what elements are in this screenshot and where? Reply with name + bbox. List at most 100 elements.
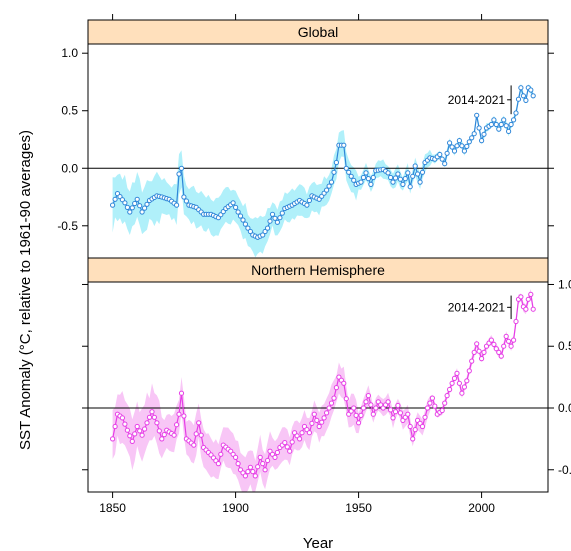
data-point xyxy=(183,198,189,204)
data-point xyxy=(454,370,460,376)
data-point xyxy=(368,402,374,408)
data-point xyxy=(459,390,465,396)
data-point xyxy=(122,200,128,206)
data-point xyxy=(351,177,357,183)
data-point xyxy=(442,400,448,406)
x-tick-label: 1850 xyxy=(99,501,126,515)
data-point xyxy=(247,464,253,470)
data-point xyxy=(444,150,450,156)
data-point xyxy=(437,151,443,158)
data-point xyxy=(309,420,315,426)
data-point xyxy=(304,202,310,208)
data-point xyxy=(503,123,509,129)
x-tick-label: 2000 xyxy=(468,501,495,515)
data-point xyxy=(171,432,177,438)
data-point xyxy=(385,170,391,176)
strip-header xyxy=(87,19,549,45)
data-point xyxy=(493,346,499,352)
data-point xyxy=(262,467,268,473)
data-point xyxy=(447,386,453,393)
data-point xyxy=(424,405,431,411)
data-point xyxy=(508,343,514,349)
data-point xyxy=(388,174,394,181)
data-point xyxy=(233,454,239,460)
data-point xyxy=(181,194,187,200)
data-point xyxy=(242,473,248,479)
data-point xyxy=(314,417,320,423)
data-point xyxy=(161,432,167,438)
data-point xyxy=(324,187,330,193)
data-point xyxy=(316,423,322,430)
data-point xyxy=(363,399,369,405)
x-axis-title: Year xyxy=(303,535,333,551)
y-tick-label: 1.0 xyxy=(558,277,571,291)
data-point xyxy=(390,179,396,185)
data-point xyxy=(159,436,165,442)
panel-border xyxy=(87,43,549,259)
data-point xyxy=(390,415,396,421)
data-point xyxy=(397,176,403,182)
data-point xyxy=(496,126,502,132)
data-point xyxy=(240,217,246,223)
data-point xyxy=(515,96,522,102)
data-point xyxy=(461,148,467,154)
data-point xyxy=(528,87,534,93)
data-point xyxy=(510,117,517,123)
data-point xyxy=(392,175,399,181)
data-point xyxy=(407,423,413,430)
data-point xyxy=(397,410,403,416)
data-point xyxy=(449,144,455,150)
plot-area xyxy=(88,83,548,258)
data-point xyxy=(151,414,157,420)
data-point xyxy=(523,306,529,312)
data-point xyxy=(363,170,369,176)
data-point xyxy=(230,200,236,206)
uncertainty-band xyxy=(112,289,534,492)
data-point xyxy=(508,121,514,128)
data-point xyxy=(395,171,401,177)
data-point xyxy=(410,436,416,442)
data-point xyxy=(454,143,460,149)
data-point xyxy=(242,221,248,227)
data-point xyxy=(174,202,180,208)
data-point xyxy=(245,225,251,231)
x-tick-label: 1950 xyxy=(345,501,372,515)
y-tick-label: 0.0 xyxy=(61,161,78,175)
data-point xyxy=(358,412,364,418)
data-point xyxy=(439,407,445,414)
data-point xyxy=(321,415,327,421)
data-point xyxy=(252,473,258,479)
data-point xyxy=(299,430,305,436)
data-point xyxy=(358,179,364,185)
data-point xyxy=(282,440,288,446)
data-point xyxy=(247,228,253,235)
data-point xyxy=(488,121,494,128)
annotation-label: 2014-2021 xyxy=(448,300,506,314)
data-point xyxy=(518,85,524,91)
panel-global: Global -0.5 0.0 0.5 1.0 2014-2021 xyxy=(57,19,554,259)
y-tick-label: 0.5 xyxy=(61,104,78,118)
data-point xyxy=(498,353,504,359)
data-point xyxy=(476,348,482,354)
data-point xyxy=(447,140,453,146)
data-point xyxy=(356,420,362,426)
data-point xyxy=(520,93,527,99)
data-point xyxy=(427,400,433,406)
data-point xyxy=(461,384,467,390)
data-point xyxy=(257,454,263,460)
y-tick-label: -0.5 xyxy=(57,219,78,233)
data-point xyxy=(235,209,241,215)
data-point xyxy=(346,169,352,175)
data-point xyxy=(407,184,413,190)
data-point xyxy=(417,179,423,185)
data-point xyxy=(319,419,325,425)
data-point xyxy=(134,196,140,202)
data-point xyxy=(419,169,426,175)
data-point xyxy=(474,112,480,118)
data-point xyxy=(127,433,133,439)
data-point xyxy=(269,211,276,217)
data-point xyxy=(444,393,450,399)
data-point xyxy=(191,442,197,448)
data-point xyxy=(451,375,458,381)
